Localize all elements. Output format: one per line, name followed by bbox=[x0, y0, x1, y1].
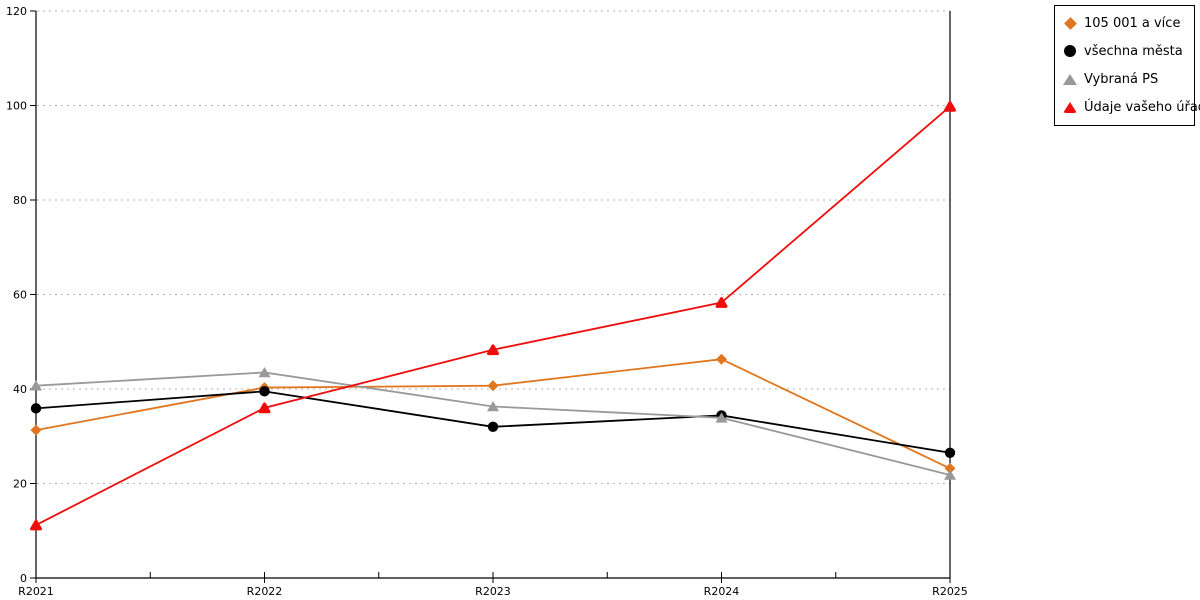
legend: 105 001 a více všechna města Vybraná PS … bbox=[1054, 5, 1200, 126]
svg-text:20: 20 bbox=[13, 478, 27, 491]
circle-marker-icon bbox=[1063, 44, 1077, 58]
triangle-marker-icon bbox=[1063, 73, 1077, 87]
legend-label: Vybraná PS bbox=[1084, 72, 1159, 88]
legend-label: všechna města bbox=[1084, 43, 1183, 59]
legend-item-105-001-a-vice: 105 001 a více bbox=[1063, 16, 1190, 31]
svg-text:R2022: R2022 bbox=[247, 585, 283, 598]
svg-text:R2021: R2021 bbox=[18, 585, 54, 598]
legend-label: 105 001 a více bbox=[1084, 15, 1181, 31]
svg-text:40: 40 bbox=[13, 383, 27, 396]
triangle-marker-icon bbox=[1063, 101, 1077, 115]
legend-label: Údaje vašeho úřadu bbox=[1084, 100, 1200, 116]
svg-text:80: 80 bbox=[13, 194, 27, 207]
legend-item-udaje-vaseho-uradu: Údaje vašeho úřadu bbox=[1063, 100, 1200, 115]
svg-text:120: 120 bbox=[6, 5, 27, 18]
svg-text:60: 60 bbox=[13, 289, 27, 302]
legend-item-vsechna-mesta: všechna města bbox=[1063, 44, 1190, 59]
svg-text:R2024: R2024 bbox=[704, 585, 740, 598]
svg-text:100: 100 bbox=[6, 100, 27, 113]
svg-text:R2023: R2023 bbox=[475, 585, 511, 598]
diamond-marker-icon bbox=[1063, 16, 1077, 30]
svg-text:R2025: R2025 bbox=[932, 585, 968, 598]
legend-item-vybrana-ps: Vybraná PS bbox=[1063, 72, 1190, 87]
svg-text:0: 0 bbox=[20, 572, 27, 585]
